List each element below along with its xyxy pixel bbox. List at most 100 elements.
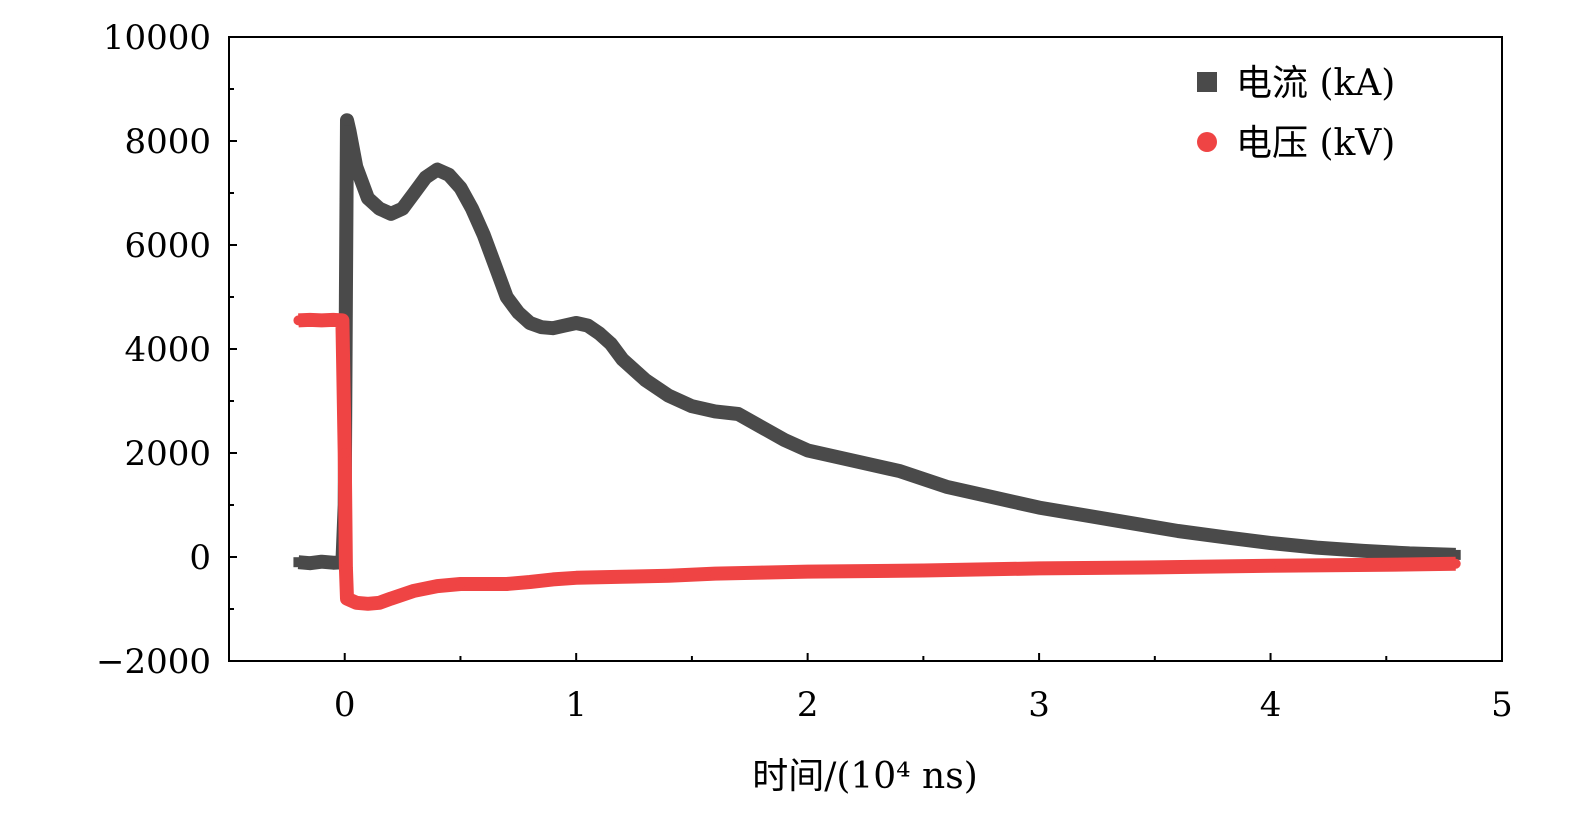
data-point — [1219, 532, 1230, 543]
data-point — [663, 570, 674, 581]
data-point — [941, 481, 952, 492]
data-point — [513, 307, 524, 318]
data-point — [467, 203, 478, 214]
legend-label: 电压 (kV) — [1236, 123, 1395, 164]
data-point — [443, 169, 454, 180]
data-point — [342, 593, 353, 604]
x-tick-label: 0 — [334, 685, 356, 725]
legend-marker-square — [1197, 72, 1217, 92]
data-point — [1265, 560, 1276, 571]
data-point — [617, 354, 628, 365]
data-point — [337, 315, 348, 326]
data-point — [548, 323, 559, 334]
data-point — [362, 598, 373, 609]
y-tick-label: 8000 — [124, 122, 211, 162]
data-point — [617, 571, 628, 582]
data-point — [409, 188, 420, 198]
data-point — [756, 422, 767, 432]
data-point — [524, 318, 535, 328]
data-point — [571, 318, 582, 328]
x-tick-label: 3 — [1028, 685, 1050, 725]
data-point — [1034, 502, 1045, 513]
data-point — [1450, 558, 1461, 569]
data-point — [1358, 545, 1369, 556]
data-point — [1034, 563, 1045, 574]
data-point — [848, 455, 859, 466]
data-point — [328, 314, 339, 325]
data-point — [432, 164, 443, 175]
x-axis-title: 时间/(10⁴ ns) — [752, 756, 978, 797]
data-point — [293, 557, 304, 568]
data-point — [895, 466, 906, 477]
data-point — [1311, 542, 1322, 553]
data-point — [344, 125, 355, 136]
legend: 电流 (kA) 电压 (kV) — [1197, 63, 1395, 164]
x-tick-label: 1 — [565, 685, 587, 725]
y-tick-label: 10000 — [103, 18, 211, 58]
data-point — [342, 115, 353, 126]
data-point — [455, 182, 466, 193]
data-point — [1172, 526, 1183, 536]
data-point — [663, 390, 674, 401]
data-point — [340, 292, 351, 302]
data-point — [559, 320, 570, 331]
data-point — [779, 435, 790, 445]
x-tick-label: 2 — [797, 685, 819, 725]
data-point — [328, 557, 339, 568]
data-point — [548, 574, 559, 585]
x-tick-label: 4 — [1260, 685, 1282, 725]
x-tick-label: 5 — [1491, 685, 1513, 725]
data-point — [305, 314, 316, 325]
data-point — [524, 576, 535, 587]
series-current — [293, 113, 1461, 571]
data-point — [1404, 548, 1415, 559]
data-point — [571, 572, 582, 583]
series-voltage — [293, 312, 1461, 611]
data-point — [420, 172, 431, 183]
data-point — [490, 260, 501, 271]
data-point — [640, 375, 651, 386]
y-tick-label: −2000 — [96, 642, 211, 682]
data-point — [478, 579, 489, 590]
data-point — [374, 597, 385, 608]
data-point — [432, 581, 443, 592]
legend-label: 电流 (kA) — [1236, 63, 1395, 104]
data-point — [339, 448, 350, 458]
data-point — [594, 328, 605, 339]
data-point — [802, 445, 813, 456]
y-tick-label: 2000 — [124, 434, 211, 474]
data-point — [386, 593, 397, 604]
data-point — [397, 203, 408, 214]
data-point — [351, 597, 362, 608]
data-point — [756, 567, 767, 578]
legend-marker-circle — [1197, 132, 1217, 152]
y-tick-label: 6000 — [124, 226, 211, 266]
data-point — [582, 320, 593, 331]
data-point — [710, 568, 721, 579]
data-point — [409, 585, 420, 596]
data-point — [1080, 510, 1091, 521]
data-point — [686, 401, 697, 412]
data-point — [478, 229, 489, 240]
data-point — [351, 162, 362, 172]
y-tick-label: 4000 — [124, 330, 211, 370]
data-point — [293, 315, 304, 326]
data-point — [374, 203, 385, 214]
data-point — [918, 565, 929, 576]
data-point — [455, 579, 466, 590]
data-point — [605, 338, 616, 349]
data-point — [316, 556, 327, 567]
data-point — [536, 322, 547, 333]
data-point — [316, 315, 327, 326]
data-point — [386, 208, 397, 219]
data-point — [305, 558, 316, 569]
data-point — [340, 562, 351, 573]
data-point — [733, 409, 744, 419]
data-point — [1126, 518, 1137, 529]
data-point — [802, 566, 813, 577]
y-tick-label: 0 — [189, 538, 211, 578]
data-point — [1381, 559, 1392, 570]
data-point — [710, 406, 721, 417]
